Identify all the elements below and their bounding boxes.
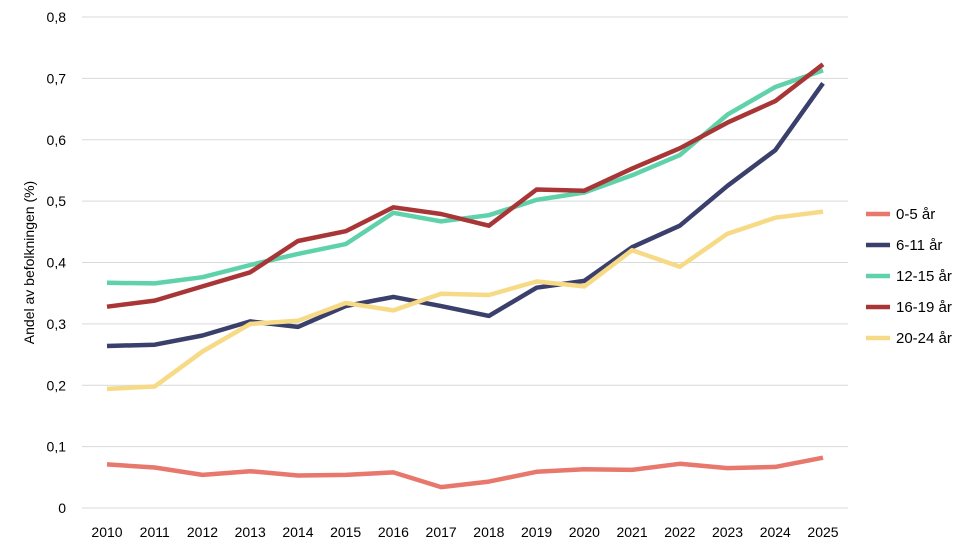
x-tick-label: 2015 [330, 524, 361, 540]
x-tick-label: 2011 [140, 524, 170, 540]
y-tick-label: 0,6 [47, 132, 67, 148]
x-axis-tick-labels: 2010 2011 2012 2013 2014 2015 2016 2017 2018 2019… [91, 524, 838, 540]
x-tick-label: 2010 [91, 524, 122, 540]
gridlines [82, 16, 848, 509]
x-tick-label: 2025 [807, 524, 838, 540]
x-tick-label: 2022 [664, 524, 695, 540]
legend-label: 16-19 år [896, 299, 952, 316]
legend-label: 6-11 år [896, 237, 942, 254]
x-tick-label: 2014 [282, 524, 313, 540]
series-line-2 [106, 81, 825, 349]
legend: 0-5 år 6-11 år 12-15 år 16-19 år 20-24 år [866, 206, 952, 347]
x-tick-label: 2018 [473, 524, 504, 540]
x-tick-label: 2020 [569, 524, 600, 540]
x-tick-label: 2013 [235, 524, 266, 540]
legend-label: 20-24 år [896, 330, 952, 347]
x-tick-label: 2019 [521, 524, 552, 540]
legend-item: 12-15 år [866, 268, 952, 285]
series-line-5 [106, 209, 824, 392]
y-tick-label: 0,1 [47, 439, 67, 455]
y-tick-label: 0,3 [47, 316, 67, 332]
y-tick-label: 0,4 [47, 255, 67, 271]
y-tick-label: 0,5 [47, 193, 67, 209]
legend-item: 0-5 år [866, 206, 935, 223]
x-tick-label: 2012 [187, 524, 218, 540]
legend-item: 20-24 år [866, 330, 952, 347]
series-line-3 [106, 68, 824, 286]
y-tick-label: 0 [58, 500, 66, 516]
x-tick-label: 2017 [426, 524, 457, 540]
series-lines [106, 62, 825, 490]
y-axis-tick-labels: 0 0,1 0,2 0,3 0,4 0,5 0,6 0,7 0,8 [47, 9, 67, 516]
y-tick-label: 0,8 [47, 9, 67, 25]
x-tick-label: 2024 [760, 524, 791, 540]
legend-item: 16-19 år [866, 299, 952, 316]
series-line-4 [106, 62, 825, 309]
y-tick-label: 0,7 [47, 70, 67, 86]
x-tick-label: 2016 [378, 524, 409, 540]
series-line-1 [106, 455, 824, 490]
x-tick-label: 2023 [712, 524, 743, 540]
legend-label: 0-5 år [896, 206, 935, 223]
legend-item: 6-11 år [866, 237, 942, 254]
y-tick-label: 0,2 [47, 377, 67, 393]
x-tick-label: 2021 [616, 524, 647, 540]
legend-label: 12-15 år [896, 268, 952, 285]
y-axis-label: Andel av befolkningen (%) [21, 181, 37, 344]
